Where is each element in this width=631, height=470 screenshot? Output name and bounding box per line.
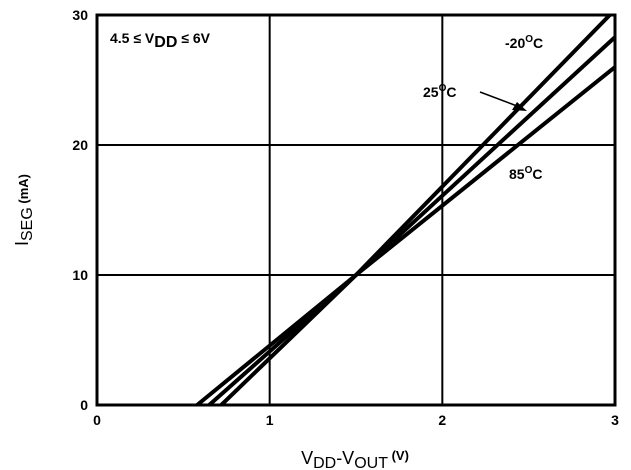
x-tick-label: 2 xyxy=(438,412,446,428)
grid xyxy=(95,13,617,407)
condition-label: 4.5 ≤ VDD ≤ 6V xyxy=(110,30,211,51)
plot-frame xyxy=(95,13,617,407)
x-axis-title-dash: -V xyxy=(336,448,354,468)
y-tick-label: 20 xyxy=(72,137,88,153)
x-tick-label: 0 xyxy=(93,412,101,428)
y-tick-label: 30 xyxy=(72,7,88,23)
series-label-85-unit: C xyxy=(532,166,542,182)
x-axis-title-main: V xyxy=(301,448,313,468)
x-axis-title-sub2: OUT xyxy=(354,455,388,470)
series-lines xyxy=(195,15,615,405)
series-label-25-value: 25 xyxy=(423,84,439,100)
condition-sub: DD xyxy=(154,34,177,51)
y-axis-title-main: I xyxy=(12,241,32,246)
condition-suffix: ≤ 6V xyxy=(177,30,210,46)
y-tick-label: 10 xyxy=(72,267,88,283)
series-label-m20-deg: O xyxy=(525,34,533,45)
y-axis-title: ISEG (mA) xyxy=(12,174,36,246)
series-line-2 xyxy=(195,65,615,405)
y-tick-label: 0 xyxy=(80,397,88,413)
series-label-m20-unit: C xyxy=(533,35,543,51)
series-label-85: 85OC xyxy=(509,165,542,182)
x-axis-title-sub1: DD xyxy=(313,455,336,470)
condition-prefix: 4.5 ≤ V xyxy=(110,30,155,46)
series-label-25: 25OC xyxy=(423,83,456,100)
series-label-m20-value: -20 xyxy=(505,35,525,51)
x-axis-title: VDD-VOUT (V) xyxy=(301,448,409,470)
y-axis-title-sub: SEG xyxy=(19,207,36,241)
series-label-m20: -20OC xyxy=(505,34,543,51)
series-line-0 xyxy=(219,15,612,405)
x-axis-title-unit: (V) xyxy=(388,448,409,463)
series-label-25-arrow xyxy=(479,91,518,107)
series-label-85-value: 85 xyxy=(509,166,525,182)
arrow-head-icon xyxy=(512,102,527,111)
series-label-85-deg: O xyxy=(525,165,533,176)
x-tick-label: 1 xyxy=(266,412,274,428)
series-label-25-deg: O xyxy=(439,83,447,94)
x-tick-label: 3 xyxy=(611,412,619,428)
series-label-25-unit: C xyxy=(446,84,456,100)
y-axis-title-unit: (mA) xyxy=(16,174,31,207)
